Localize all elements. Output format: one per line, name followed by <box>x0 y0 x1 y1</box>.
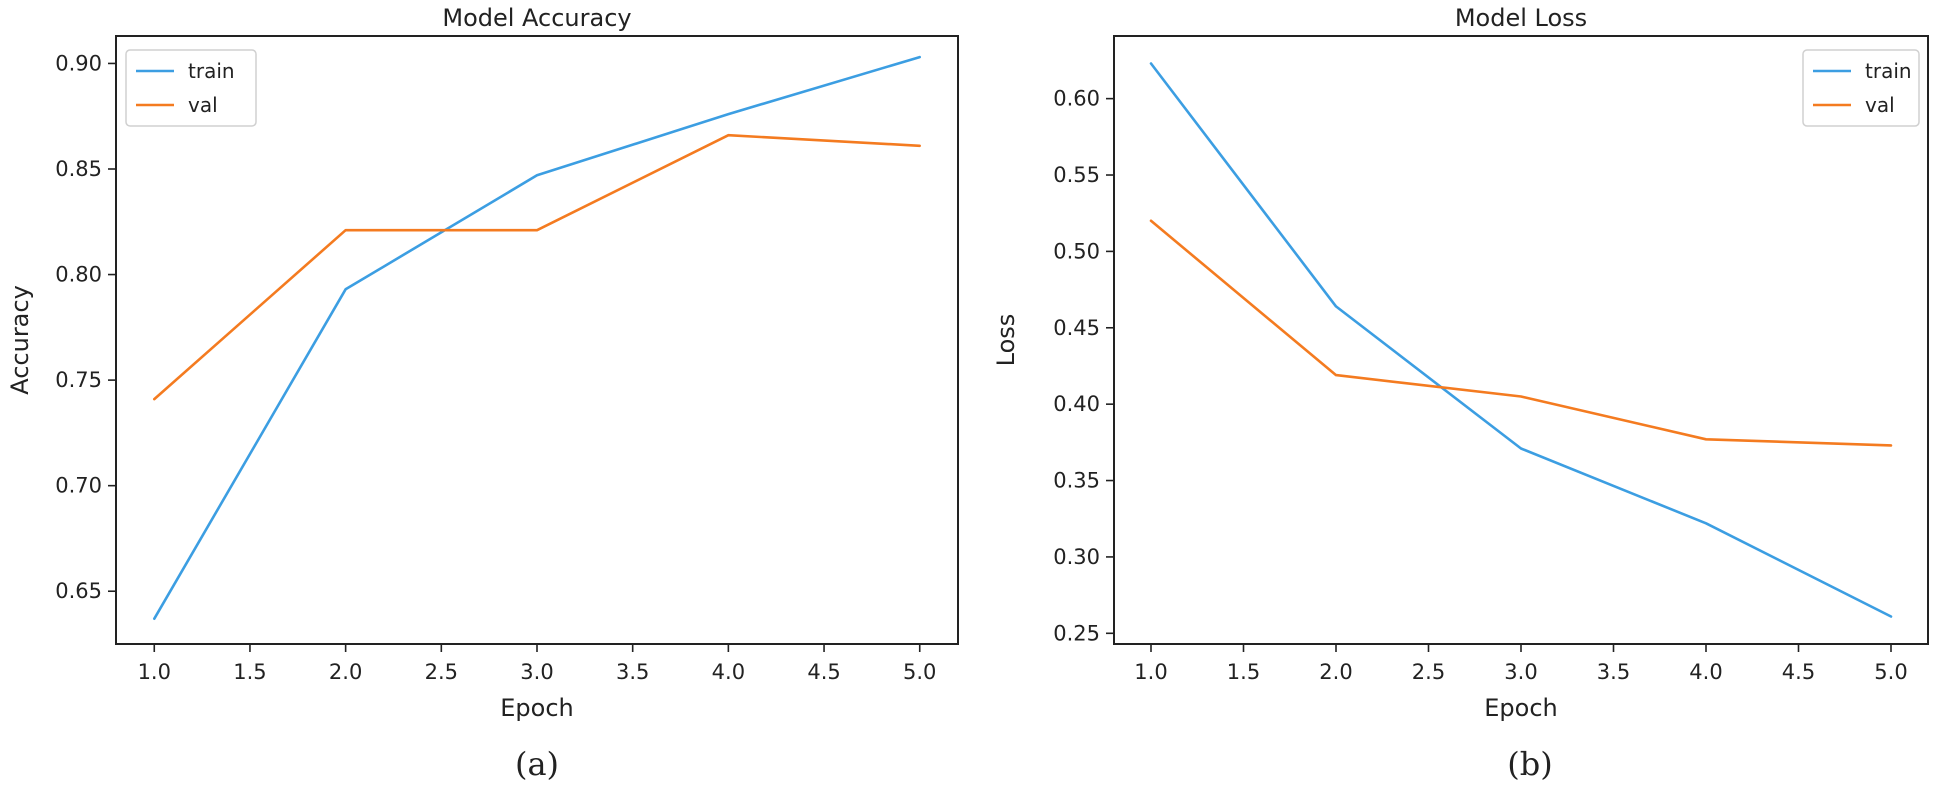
y-tick-label: 0.35 <box>1053 469 1100 493</box>
y-tick-label: 0.70 <box>55 474 102 498</box>
x-tick-label: 2.0 <box>329 660 362 684</box>
x-tick-label: 4.5 <box>807 660 840 684</box>
y-tick-label: 0.55 <box>1053 163 1100 187</box>
x-tick-label: 3.5 <box>1597 660 1630 684</box>
y-tick-label: 0.85 <box>55 157 102 181</box>
panel-caption: (b) <box>1507 745 1552 783</box>
x-tick-label: 4.0 <box>712 660 745 684</box>
loss-panel: Model Loss 1.0 1.5 2.0 2.5 3.0 3.5 4.0 4.5 5.0 0.2… <box>992 4 1929 783</box>
y-tick-label: 0.30 <box>1053 545 1100 569</box>
legend-box <box>1802 49 1920 127</box>
legend-label-val: val <box>188 93 218 117</box>
legend-label-train: train <box>1865 59 1912 83</box>
x-tick-label: 1.5 <box>1227 660 1260 684</box>
x-tick-label: 2.5 <box>1412 660 1445 684</box>
x-tick-label: 3.5 <box>616 660 649 684</box>
chart-title: Model Loss <box>1455 4 1587 32</box>
series-line-val <box>153 133 922 401</box>
y-tick-label: 0.65 <box>55 579 102 603</box>
x-tick-label: 1.5 <box>233 660 266 684</box>
x-axis-label: Epoch <box>1484 694 1558 722</box>
plot-area-frame <box>115 35 959 645</box>
x-tick-label: 1.0 <box>138 660 171 684</box>
legend-label-val: val <box>1865 93 1895 117</box>
x-tick-label: 4.0 <box>1689 660 1722 684</box>
chart-title: Model Accuracy <box>442 4 631 32</box>
x-tick-label: 1.0 <box>1134 660 1167 684</box>
legend: train val <box>1802 49 1920 127</box>
legend-box <box>125 49 257 127</box>
series-line-train <box>1149 62 1893 618</box>
y-tick-label: 0.90 <box>55 51 102 75</box>
y-axis-label: Loss <box>992 314 1020 367</box>
y-tick-label: 0.45 <box>1053 316 1100 340</box>
plot-area-frame <box>1113 35 1929 645</box>
y-tick-label: 0.25 <box>1053 621 1100 645</box>
x-tick-label: 3.0 <box>1504 660 1537 684</box>
x-tick-label: 4.5 <box>1782 660 1815 684</box>
y-tick-label: 0.50 <box>1053 239 1100 263</box>
y-axis-label: Accuracy <box>6 285 34 395</box>
y-tick-label: 0.40 <box>1053 392 1100 416</box>
y-tick-label: 0.80 <box>55 263 102 287</box>
x-tick-label: 5.0 <box>903 660 936 684</box>
panel-caption: (a) <box>515 745 559 783</box>
accuracy-panel: Model Accuracy 1.0 1.5 2.0 2.5 3.0 3.5 4.0 4.5 5.… <box>6 4 959 783</box>
series-line-train <box>153 55 922 621</box>
legend: train val <box>125 49 257 127</box>
y-tick-label: 0.60 <box>1053 87 1100 111</box>
x-tick-label: 2.0 <box>1319 660 1352 684</box>
x-tick-label: 2.5 <box>425 660 458 684</box>
legend-label-train: train <box>188 59 235 83</box>
y-tick-label: 0.75 <box>55 368 102 392</box>
x-axis-label: Epoch <box>500 694 574 722</box>
series-line-val <box>1149 219 1893 447</box>
x-tick-label: 3.0 <box>520 660 553 684</box>
x-tick-label: 5.0 <box>1874 660 1907 684</box>
